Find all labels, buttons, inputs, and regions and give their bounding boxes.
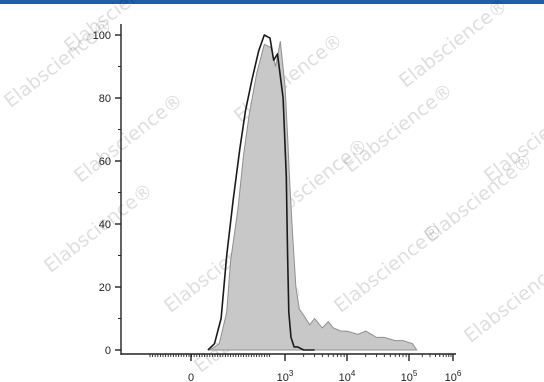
x-tick-label-3: 105 [401, 369, 418, 382]
y-tick-label-0: 0 [105, 345, 111, 357]
x-tick-label-2: 104 [339, 369, 356, 382]
y-tick-label-4: 80 [99, 93, 111, 105]
y-tick-label-5: 100 [93, 30, 111, 42]
x-tick-label-0: 0 [188, 372, 194, 382]
control-histogram-line [207, 34, 315, 351]
stained-histogram-fill [208, 41, 418, 351]
top-accent-bar [0, 0, 544, 4]
x-tick-label-4: 106 [445, 369, 462, 382]
x-tick-label-1: 103 [277, 369, 294, 382]
y-tick-label-3: 60 [99, 156, 111, 168]
y-tick-label-2: 40 [99, 219, 111, 231]
y-tick-label-1: 20 [99, 282, 111, 294]
